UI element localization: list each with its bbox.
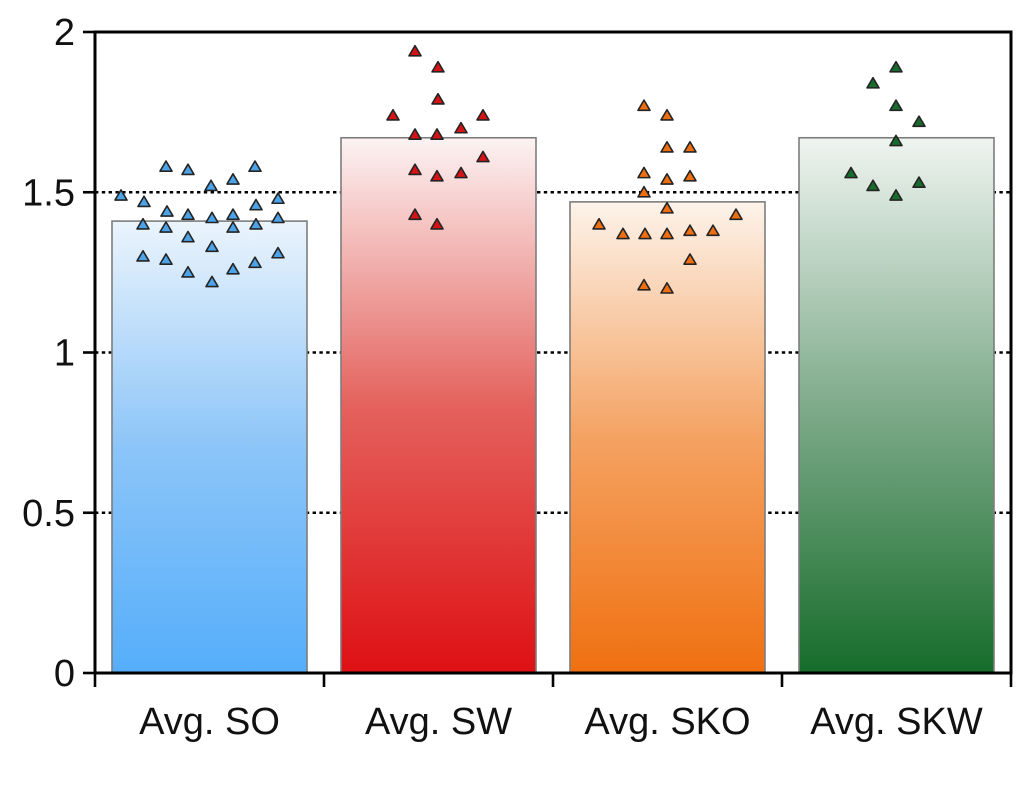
scatter-triangle-sko (616, 227, 630, 240)
bar-sw (340, 136, 537, 674)
scatter-triangle-sw (476, 150, 490, 163)
scatter-triangle-so (271, 192, 285, 205)
scatter-triangle-so (226, 208, 240, 221)
y-tick-label: 2 (54, 12, 75, 54)
bar-skw (798, 136, 995, 674)
scatter-triangle-sko (683, 140, 697, 153)
scatter-triangle-sko (660, 282, 674, 294)
scatter-triangle-so (271, 246, 285, 259)
y-tick-label: 0 (54, 653, 75, 695)
scatter-triangle-skw (866, 76, 880, 89)
scatter-triangle-sw (386, 108, 400, 121)
y-tick-label: 1 (54, 333, 75, 375)
scatter-triangle-so (160, 205, 174, 217)
scatter-triangle-skw (844, 166, 858, 179)
scatter-triangle-so (159, 253, 173, 265)
scatter-triangle-sko (729, 208, 743, 221)
scatter-triangle-sko (592, 217, 606, 230)
scatter-triangle-sw (430, 217, 444, 230)
scatter-triangle-sko (660, 140, 674, 153)
y-tick-label: 1.5 (22, 172, 75, 214)
scatter-triangle-sko (637, 99, 651, 112)
scatter-triangle-sko (638, 227, 652, 240)
scatter-triangle-sko (660, 173, 674, 185)
scatter-triangle-sw (408, 163, 422, 176)
scatter-triangle-sw (408, 208, 422, 221)
scatter-triangle-skw (889, 60, 903, 73)
bar-so (111, 220, 308, 674)
bar-sko (569, 201, 766, 674)
scatter-triangle-so (249, 198, 263, 211)
scatter-triangle-sko (637, 278, 651, 291)
scatter-triangle-sko (660, 108, 674, 121)
scatter-triangle-so (226, 262, 240, 275)
scatter-triangle-so (159, 160, 173, 173)
scatter-triangle-so (181, 265, 195, 278)
scatter-triangle-skw (889, 189, 903, 201)
scatter-triangle-skw (889, 99, 903, 112)
scatter-triangle-sw (431, 92, 445, 105)
x-category-label: Avg. SW (365, 701, 512, 743)
scatter-triangle-sko (660, 227, 674, 240)
scatter-triangle-so (248, 256, 262, 269)
scatter-triangle-skw (912, 176, 926, 189)
scatter-triangle-so (181, 230, 195, 243)
scatter-triangle-sw (408, 44, 422, 57)
scatter-triangle-sw (430, 128, 444, 140)
scatter-triangle-so (204, 179, 218, 192)
scatter-triangle-sko (683, 224, 697, 237)
scatter-triangle-sko (706, 224, 720, 237)
scatter-triangle-so (205, 275, 219, 288)
scatter-triangle-so (249, 217, 263, 230)
y-tick-label: 0.5 (22, 493, 75, 535)
scatter-triangle-sko (683, 169, 697, 182)
scatter-triangle-so (136, 217, 150, 230)
scatter-triangle-sko (637, 166, 651, 179)
scatter-triangle-sw (431, 60, 445, 73)
scatter-triangle-sw (454, 121, 468, 134)
scatter-triangle-so (181, 163, 195, 176)
x-category-label: Avg. SKW (810, 701, 983, 743)
scatter-triangle-so (271, 211, 285, 224)
scatter-triangle-so (205, 211, 219, 224)
scatter-triangle-so (181, 208, 195, 221)
scatter-triangle-sw (430, 169, 444, 182)
scatter-triangle-so (205, 240, 219, 253)
scatter-triangle-so (248, 160, 262, 173)
scatter-triangle-so (226, 221, 240, 233)
scatter-triangle-so (136, 249, 150, 262)
scatter-triangle-so (137, 195, 151, 208)
scatter-triangle-so (226, 173, 240, 185)
x-category-label: Avg. SKO (584, 701, 750, 743)
scatter-triangle-sko (637, 185, 651, 198)
scatter-triangle-skw (912, 115, 926, 128)
scatter-triangle-skw (866, 179, 880, 192)
scatter-triangle-skw (889, 134, 903, 147)
scatter-triangle-sw (408, 128, 422, 140)
scatter-triangle-sko (683, 253, 697, 265)
scatter-triangle-sw (476, 108, 490, 121)
scatter-triangle-so (159, 221, 173, 233)
x-category-label: Avg. SO (139, 701, 280, 743)
scatter-triangle-sw (454, 166, 468, 179)
scatter-triangle-so (114, 189, 128, 201)
scatter-triangle-sko (660, 201, 674, 214)
